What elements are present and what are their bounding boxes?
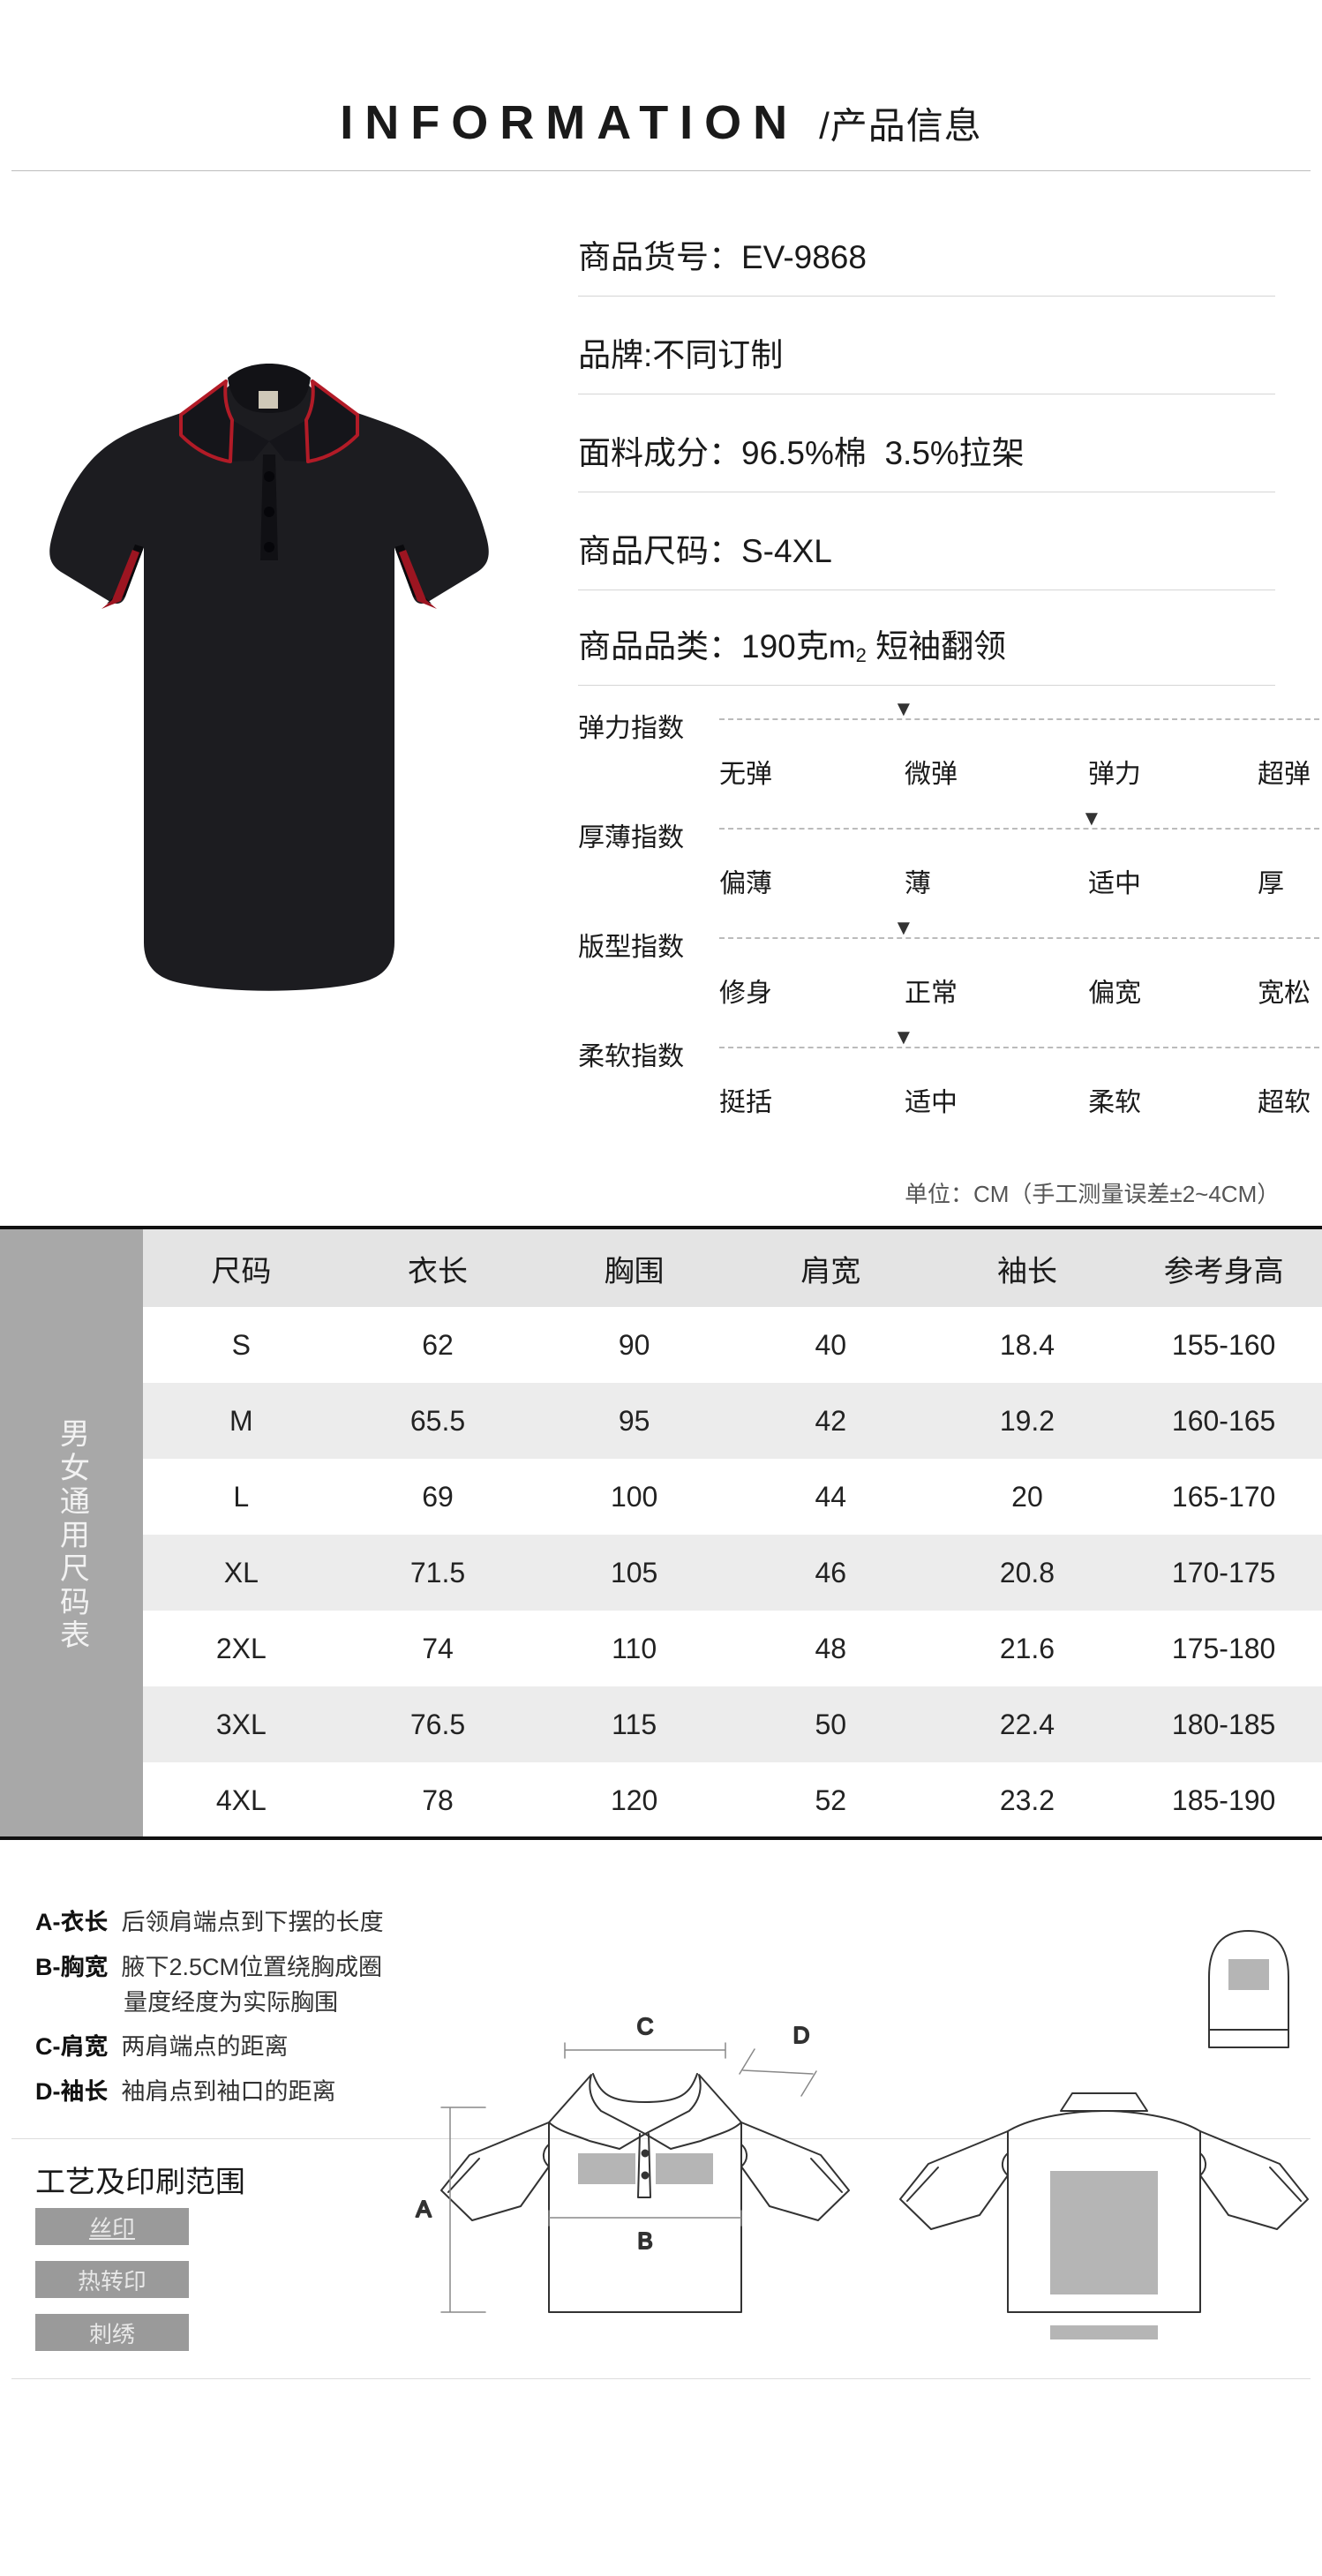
svg-text:A: A [416, 2196, 432, 2222]
svg-text:B: B [637, 2227, 652, 2254]
svg-text:D: D [793, 2022, 810, 2048]
svg-text:C: C [637, 2013, 654, 2039]
